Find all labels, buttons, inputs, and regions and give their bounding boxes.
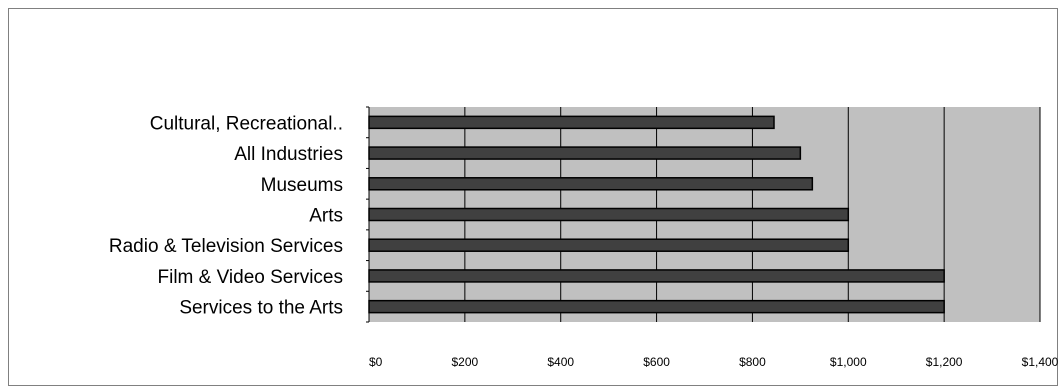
category-label: Services to the Arts — [179, 298, 343, 319]
bar — [368, 269, 945, 283]
category-label: Arts — [309, 206, 343, 227]
bars — [368, 115, 945, 314]
category-label: Radio & Television Services — [109, 236, 343, 257]
x-tick-label: $1,000 — [830, 355, 867, 369]
category-label: Film & Video Services — [158, 267, 344, 288]
category-label: Museums — [261, 175, 343, 196]
x-tick-label: $1,200 — [926, 355, 963, 369]
x-tick-label: $200 — [452, 355, 479, 369]
bar — [368, 115, 775, 130]
category-label: All Industries — [234, 144, 343, 165]
bar — [368, 238, 850, 252]
x-tick-label: $1,400 — [1022, 355, 1059, 369]
bar — [368, 207, 850, 222]
x-tick-label: $800 — [739, 355, 766, 369]
x-tick-label: $0 — [369, 355, 383, 369]
bar — [368, 177, 814, 191]
bar — [368, 146, 802, 160]
y-axis-ticks — [366, 106, 369, 323]
bar — [368, 299, 945, 314]
category-labels: Cultural, Recreational.. All Industries Mu… — [109, 113, 343, 318]
category-label: Cultural, Recreational.. — [150, 113, 343, 134]
x-axis-tick-labels: $0 $200 $400 $600 $800 $1,000 $1,200 $1,400 — [369, 355, 1059, 369]
x-tick-label: $600 — [643, 355, 670, 369]
x-tick-label: $400 — [547, 355, 574, 369]
